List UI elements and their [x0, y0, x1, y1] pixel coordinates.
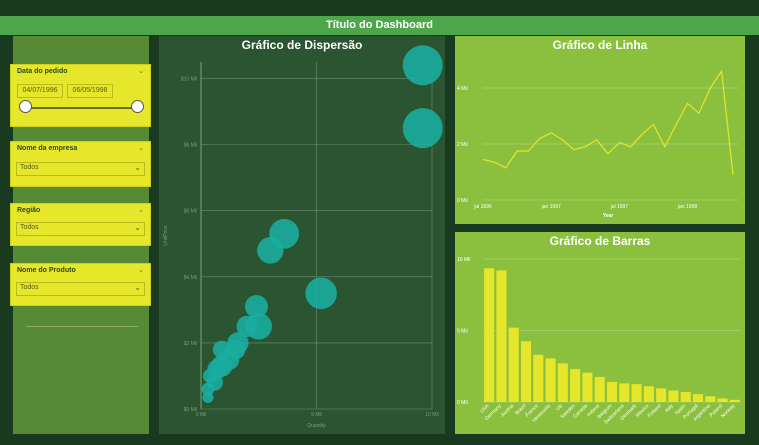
scatter-y-tick: $0 Mil	[184, 407, 197, 413]
bar-chart-panel[interactable]: Gráfico de Barras 0 Mil 5 Mil 10 Mil USA Ger…	[455, 232, 745, 434]
bar	[545, 358, 556, 402]
line-chart[interactable]: 0 Mil 2 Mil 4 Mil jul 1996 jan 1997 jul 1997 j…	[455, 36, 745, 224]
scatter-point	[202, 391, 214, 403]
chevron-down-icon: ⌄	[134, 223, 141, 232]
scatter-chart-panel[interactable]: Gráfico de Dispersão $0 Mil $2 Mil $4 Mil $…	[159, 36, 445, 434]
chevron-down-icon[interactable]: ⌄	[138, 145, 144, 152]
bar-category-label: Italy	[664, 403, 675, 414]
scatter-y-tick: $4 Mil	[184, 275, 197, 281]
line-y-tick: 4 Mil	[457, 86, 468, 92]
filter-sidebar: Data do pedido ⌄ 04/07/1996 06/05/1998 N…	[10, 36, 151, 434]
date-slider-track[interactable]	[26, 107, 139, 109]
bar	[656, 388, 667, 402]
bar	[496, 270, 507, 402]
date-slicer-title: Data do pedido	[17, 68, 68, 75]
company-slicer-title: Nome da empresa	[17, 145, 78, 152]
sidebar-divider	[26, 326, 138, 327]
scatter-chart-title: Gráfico de Dispersão	[241, 38, 363, 52]
scatter-point	[201, 382, 215, 396]
line-x-tick: jan 1998	[677, 204, 697, 210]
bar	[520, 341, 532, 402]
bar-y-tick: 0 Mil	[457, 400, 468, 406]
line-x-label: Year	[603, 213, 614, 219]
line-x-tick: jul 1997	[610, 204, 629, 210]
company-slicer[interactable]: Nome da empresa ⌄ Todos ⌄	[10, 141, 151, 187]
scatter-x-tick: 0 Mil	[196, 412, 207, 418]
bar	[594, 376, 605, 402]
bar-chart-title: Gráfico de Barras	[549, 234, 651, 248]
scatter-point	[202, 368, 218, 384]
chevron-down-icon: ⌄	[134, 283, 141, 292]
scatter-point	[212, 340, 231, 359]
bar	[533, 354, 544, 402]
product-slicer[interactable]: Nome do Produto ⌄ Todos ⌄	[10, 263, 151, 306]
region-slicer-title: Região	[17, 207, 41, 214]
region-slicer[interactable]: Região ⌄ Todos ⌄	[10, 203, 151, 246]
line-chart-panel[interactable]: Gráfico de Linha 0 Mil 2 Mil 4 Mil jul 1996…	[455, 36, 745, 224]
chevron-down-icon[interactable]: ⌄	[138, 68, 144, 75]
bar-category-label: Norway	[720, 403, 737, 420]
scatter-point	[305, 277, 337, 310]
date-slicer[interactable]: Data do pedido ⌄ 04/07/1996 06/05/1998	[10, 64, 151, 127]
date-start-input[interactable]: 04/07/1996	[17, 84, 63, 98]
dashboard-title: Título do Dashboard	[0, 16, 759, 35]
scatter-y-tick: $2 Mil	[184, 341, 197, 347]
scatter-point	[236, 315, 258, 338]
date-slider-end-handle[interactable]	[131, 100, 144, 113]
scatter-y-tick: $6 Mil	[184, 209, 197, 215]
bar	[631, 384, 642, 402]
bar-category-label: Austria	[500, 403, 515, 418]
line-y-tick: 0 Mil	[457, 198, 468, 204]
region-dropdown[interactable]: Todos ⌄	[16, 222, 145, 236]
scatter-y-tick: $8 Mil	[184, 143, 197, 149]
scatter-point	[257, 237, 284, 264]
bar	[668, 390, 679, 402]
bar	[692, 394, 704, 402]
bar	[705, 396, 716, 402]
bar	[570, 369, 581, 402]
bar-y-tick: 10 Mil	[457, 257, 470, 263]
bar-y-tick: 5 Mil	[457, 329, 468, 335]
scatter-x-tick: 10 Mil	[425, 412, 438, 418]
scatter-y-label: UnitPrice	[163, 225, 169, 246]
line-x-tick: jan 1997	[541, 204, 561, 210]
bar-category-label: Finland	[647, 403, 663, 419]
chevron-down-icon: ⌄	[134, 163, 141, 172]
scatter-y-tick: $10 Mil	[181, 77, 197, 83]
bar	[680, 391, 691, 402]
line-chart-title: Gráfico de Linha	[552, 38, 648, 52]
scatter-point	[402, 108, 443, 149]
bar	[729, 399, 740, 402]
bar	[508, 327, 519, 402]
scatter-x-tick: 5 Mil	[311, 412, 322, 418]
company-dropdown[interactable]: Todos ⌄	[16, 162, 145, 176]
bar	[619, 383, 630, 402]
scatter-point	[402, 45, 443, 86]
bar	[484, 268, 495, 402]
chevron-down-icon[interactable]: ⌄	[138, 207, 144, 214]
bar-category-label: USA	[479, 403, 491, 415]
line-y-tick: 2 Mil	[457, 142, 468, 148]
scatter-point	[244, 295, 268, 319]
line-x-tick: jul 1996	[473, 204, 492, 210]
product-slicer-title: Nome do Produto	[17, 267, 76, 274]
bar-category-label: Canada	[572, 403, 589, 420]
company-dropdown-value: Todos	[20, 164, 39, 171]
date-slider-start-handle[interactable]	[19, 100, 32, 113]
chevron-down-icon[interactable]: ⌄	[138, 267, 144, 274]
product-dropdown-value: Todos	[20, 284, 39, 291]
bar	[582, 372, 593, 402]
scatter-x-label: Quantity	[307, 423, 326, 429]
bar	[643, 386, 654, 402]
bar-category-label: UK	[555, 403, 565, 413]
bar	[717, 398, 728, 402]
product-dropdown[interactable]: Todos ⌄	[16, 282, 145, 296]
scatter-chart[interactable]: $0 Mil $2 Mil $4 Mil $6 Mil $8 Mil $10 Mil 0 M…	[159, 36, 445, 434]
region-dropdown-value: Todos	[20, 224, 39, 231]
line-series	[482, 69, 734, 175]
date-end-input[interactable]: 06/05/1998	[67, 84, 113, 98]
bar	[557, 363, 568, 402]
bar	[606, 381, 618, 402]
